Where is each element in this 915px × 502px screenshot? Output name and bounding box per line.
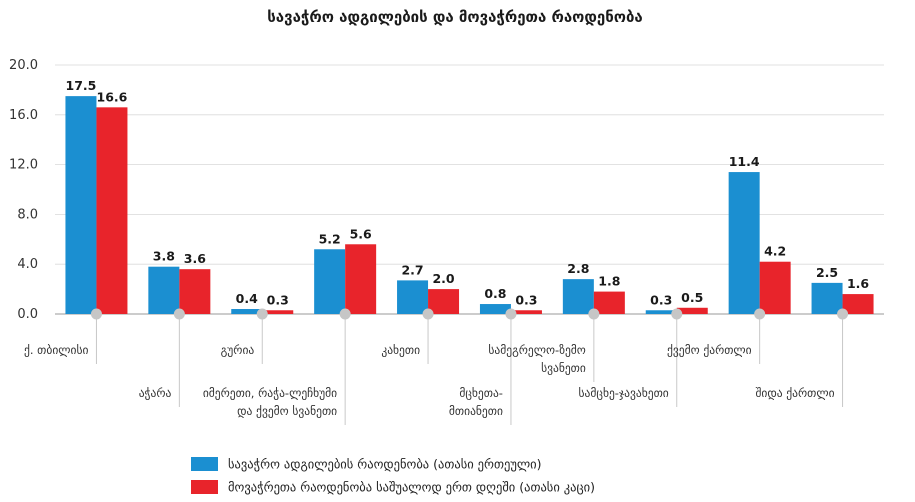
bar-places <box>479 304 511 314</box>
data-label: 2.0 <box>432 271 454 286</box>
category-label: აჭარა <box>139 386 172 400</box>
bar-places <box>728 172 760 314</box>
legend-label: მოვაჭრეთა რაოდენობა საშუალოდ ერთ დღეში (… <box>228 480 595 495</box>
data-label: 1.8 <box>598 274 620 289</box>
category-marker <box>754 308 766 320</box>
data-label: 0.4 <box>236 291 258 306</box>
data-label: 0.3 <box>267 292 289 307</box>
category-label: სამეგრელო-ზემო <box>488 343 585 357</box>
y-tick-label: 4.0 <box>17 257 38 272</box>
category-marker <box>256 308 268 320</box>
data-label: 4.2 <box>764 244 786 259</box>
category-label: მცხეთა- <box>459 386 503 400</box>
category-marker <box>671 308 683 320</box>
y-tick-label: 12.0 <box>9 158 38 173</box>
legend-swatch-traders <box>191 480 218 494</box>
bar-traders <box>345 244 377 314</box>
grid: 0.0 4.0 8.0 12.0 16.0 20.0 <box>9 58 884 322</box>
bar-traders <box>510 310 542 314</box>
data-label: 0.3 <box>515 292 537 307</box>
category-marker <box>505 308 517 320</box>
category-marker <box>422 308 434 320</box>
bar-places <box>562 279 594 314</box>
bar-places <box>231 309 263 314</box>
bar-traders <box>96 107 128 314</box>
bar-places <box>314 249 346 314</box>
data-label: 11.4 <box>729 154 760 169</box>
chart-title: სავაჭრო ადგილების და მოვაჭრეთა რაოდენობა <box>267 8 642 26</box>
y-tick-label: 8.0 <box>17 207 38 222</box>
bars: 17.516.6 3.8 3.6 0.4 0.3 5.2 5.6 2.7 2.0 0.8 0.3 2.… <box>65 78 874 314</box>
data-label: 5.2 <box>319 231 341 246</box>
y-tick-label: 16.0 <box>9 108 38 123</box>
category-label: სვანეთი <box>541 361 586 375</box>
legend-swatch-places <box>191 457 218 471</box>
bar-traders <box>676 307 708 314</box>
data-label: 2.7 <box>401 262 423 277</box>
data-label: 17.5 <box>66 78 97 93</box>
bar-traders <box>593 291 625 314</box>
category-label: იმერეთი, რაჭა-ლეჩხუმი <box>203 386 337 400</box>
data-label: 5.6 <box>350 226 372 241</box>
category-label: გურია <box>221 343 255 357</box>
category-label: სამცხე-ჯავახეთი <box>579 386 669 400</box>
data-label: 2.5 <box>816 265 838 280</box>
data-label: 0.8 <box>484 286 506 301</box>
legend-label: სავაჭრო ადგილების რაოდენობა (ათასი ერთეუ… <box>228 457 542 472</box>
category-label: კახეთი <box>381 343 420 357</box>
bar-traders <box>262 310 294 314</box>
data-label: 0.3 <box>650 292 672 307</box>
bar-places <box>397 280 429 314</box>
bar-places <box>148 266 180 314</box>
bar-traders <box>179 269 211 314</box>
data-label: 1.6 <box>847 276 869 291</box>
category-marker <box>173 308 185 320</box>
data-label: 0.5 <box>681 290 703 305</box>
category-label: ქ. თბილისი <box>24 343 89 357</box>
category-marker <box>588 308 600 320</box>
bar-traders <box>759 261 791 314</box>
category-label: შიდა ქართლი <box>755 386 834 400</box>
bar-traders <box>842 294 874 314</box>
y-tick-label: 20.0 <box>9 58 38 73</box>
category-label: ქვემო ქართლი <box>667 343 752 357</box>
data-label: 3.8 <box>153 249 175 264</box>
legend: სავაჭრო ადგილების რაოდენობა (ათასი ერთეუ… <box>191 457 595 495</box>
bar-traders <box>428 289 460 314</box>
bar-places <box>811 282 843 314</box>
data-label: 2.8 <box>567 261 589 276</box>
bar-places <box>65 96 97 314</box>
data-label: 16.6 <box>97 89 128 104</box>
category-marker <box>837 308 849 320</box>
data-label: 3.6 <box>184 251 206 266</box>
y-tick-label: 0.0 <box>17 307 38 322</box>
category-marker <box>90 308 102 320</box>
category-label: და ქვემო სვანეთი <box>237 404 337 418</box>
category-leaders: ქ. თბილისი აჭარა გურია იმერეთი, რაჭა-ლეჩხუმ… <box>24 308 849 425</box>
category-label: მთიანეთი <box>449 404 503 418</box>
bar-places <box>645 310 677 314</box>
category-marker <box>339 308 351 320</box>
